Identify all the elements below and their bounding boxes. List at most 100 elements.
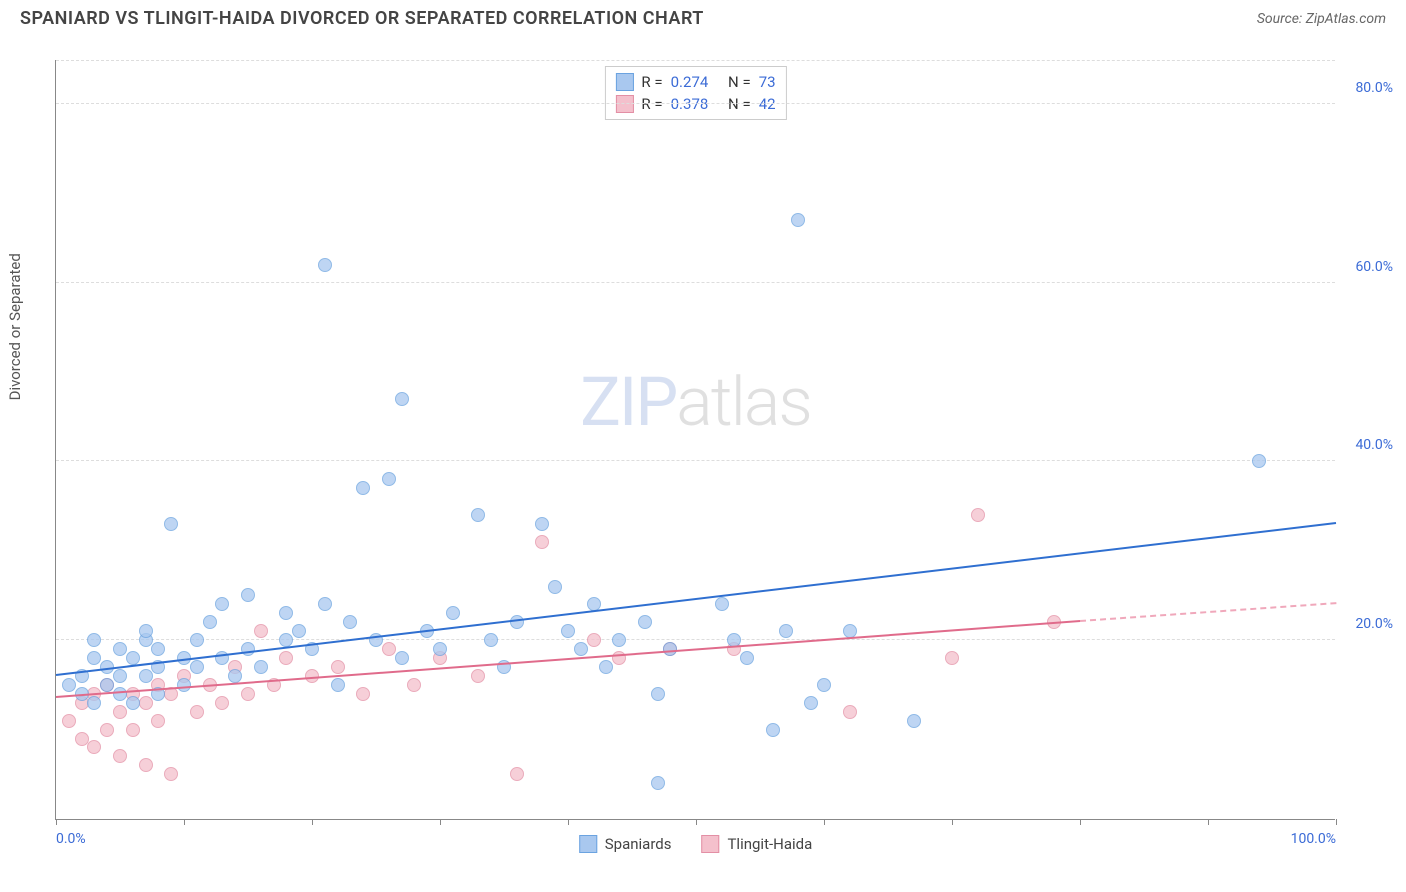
data-point-spaniards — [395, 651, 409, 665]
x-tick — [1080, 819, 1081, 825]
data-point-tlingit — [113, 705, 127, 719]
x-tick-label: 100.0% — [1291, 831, 1336, 847]
data-point-spaniards — [279, 606, 293, 620]
x-tick — [312, 819, 313, 825]
data-point-spaniards — [190, 660, 204, 674]
gridline — [56, 282, 1335, 283]
swatch-tlingit — [615, 95, 633, 113]
swatch-tlingit-icon — [701, 835, 719, 853]
data-point-tlingit — [62, 714, 76, 728]
data-point-spaniards — [612, 633, 626, 647]
trend-line-dashed — [1080, 602, 1336, 622]
data-point-spaniards — [190, 633, 204, 647]
data-point-spaniards — [471, 508, 485, 522]
data-point-spaniards — [177, 678, 191, 692]
data-point-spaniards — [433, 642, 447, 656]
gridline — [56, 103, 1335, 104]
y-tick-label: 80.0% — [1355, 80, 1393, 96]
y-tick-label: 20.0% — [1355, 616, 1393, 632]
legend-item-spaniards: Spaniards — [579, 835, 672, 853]
data-point-spaniards — [638, 615, 652, 629]
data-point-spaniards — [804, 696, 818, 710]
data-point-tlingit — [843, 705, 857, 719]
data-point-spaniards — [151, 642, 165, 656]
x-tick — [696, 819, 697, 825]
data-point-tlingit — [75, 732, 89, 746]
x-tick — [184, 819, 185, 825]
x-tick — [440, 819, 441, 825]
data-point-tlingit — [241, 687, 255, 701]
gridline — [56, 60, 1335, 61]
data-point-spaniards — [484, 633, 498, 647]
data-point-spaniards — [651, 687, 665, 701]
data-point-tlingit — [535, 535, 549, 549]
data-point-spaniards — [241, 588, 255, 602]
data-point-spaniards — [113, 669, 127, 683]
y-axis-label: Divorced or Separated — [6, 253, 24, 400]
data-point-tlingit — [971, 508, 985, 522]
data-point-spaniards — [241, 642, 255, 656]
x-tick — [1336, 819, 1337, 825]
data-point-spaniards — [356, 481, 370, 495]
x-tick — [56, 819, 57, 825]
data-point-tlingit — [87, 740, 101, 754]
data-point-spaniards — [535, 517, 549, 531]
data-point-spaniards — [113, 687, 127, 701]
data-point-spaniards — [126, 651, 140, 665]
data-point-spaniards — [817, 678, 831, 692]
data-point-spaniards — [791, 213, 805, 227]
data-point-tlingit — [587, 633, 601, 647]
swatch-spaniards — [615, 73, 633, 91]
data-point-tlingit — [113, 749, 127, 763]
data-point-spaniards — [318, 258, 332, 272]
x-tick-label: 0.0% — [56, 831, 86, 847]
x-tick — [952, 819, 953, 825]
data-point-spaniards — [574, 642, 588, 656]
data-point-spaniards — [548, 580, 562, 594]
y-tick-label: 40.0% — [1355, 437, 1393, 453]
data-point-spaniards — [766, 723, 780, 737]
data-point-spaniards — [113, 642, 127, 656]
data-point-spaniards — [382, 472, 396, 486]
data-point-spaniards — [510, 615, 524, 629]
data-point-tlingit — [382, 642, 396, 656]
data-point-spaniards — [343, 615, 357, 629]
data-point-spaniards — [139, 624, 153, 638]
data-point-spaniards — [331, 678, 345, 692]
data-point-spaniards — [164, 517, 178, 531]
data-point-tlingit — [945, 651, 959, 665]
gridline — [56, 639, 1335, 640]
y-tick-label: 60.0% — [1355, 259, 1393, 275]
data-point-tlingit — [190, 705, 204, 719]
data-point-spaniards — [907, 714, 921, 728]
data-point-spaniards — [87, 633, 101, 647]
chart-container: Divorced or Separated ZIPatlas R = 0.274… — [20, 50, 1386, 880]
data-point-tlingit — [100, 723, 114, 737]
data-point-spaniards — [1252, 454, 1266, 468]
data-point-spaniards — [292, 624, 306, 638]
x-tick — [568, 819, 569, 825]
x-tick — [824, 819, 825, 825]
x-tick — [1208, 819, 1209, 825]
data-point-spaniards — [139, 669, 153, 683]
series-legend: Spaniards Tlingit-Haida — [579, 835, 813, 853]
data-point-tlingit — [215, 696, 229, 710]
data-point-tlingit — [254, 624, 268, 638]
data-point-spaniards — [740, 651, 754, 665]
data-point-spaniards — [254, 660, 268, 674]
data-point-spaniards — [599, 660, 613, 674]
data-point-tlingit — [471, 669, 485, 683]
data-point-spaniards — [87, 651, 101, 665]
plot-area: ZIPatlas R = 0.274 N = 73 R = 0.378 N = … — [55, 60, 1335, 820]
data-point-tlingit — [126, 723, 140, 737]
data-point-spaniards — [715, 597, 729, 611]
chart-title: SPANIARD VS TLINGIT-HAIDA DIVORCED OR SE… — [20, 8, 704, 29]
data-point-spaniards — [126, 696, 140, 710]
data-point-spaniards — [779, 624, 793, 638]
data-point-spaniards — [203, 615, 217, 629]
stats-row-tlingit: R = 0.378 N = 42 — [615, 93, 775, 115]
data-point-tlingit — [139, 758, 153, 772]
data-point-spaniards — [215, 597, 229, 611]
data-point-spaniards — [228, 669, 242, 683]
data-point-tlingit — [279, 651, 293, 665]
